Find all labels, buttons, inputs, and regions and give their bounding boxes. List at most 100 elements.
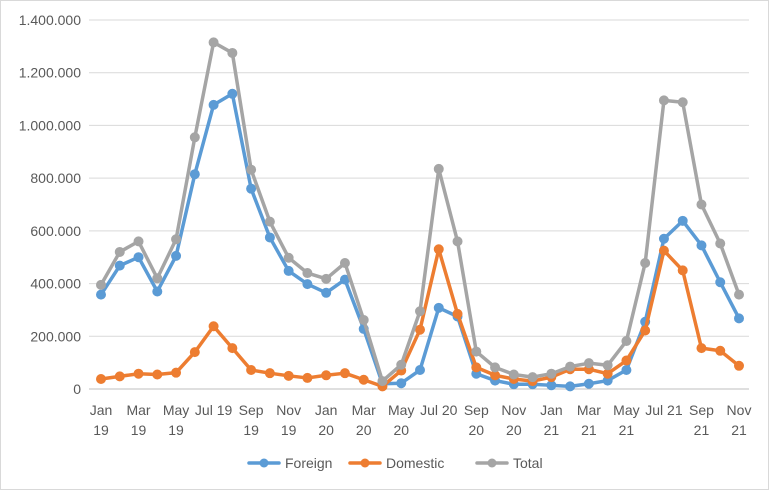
data-point-foreign [696, 240, 707, 251]
data-point-foreign [171, 250, 182, 261]
data-point-total [377, 376, 388, 387]
data-point-domestic [96, 373, 106, 384]
data-point-total [396, 359, 407, 370]
data-point-total [658, 95, 669, 106]
legend-item-foreign: Foreign [247, 455, 332, 471]
data-point-foreign [396, 378, 407, 389]
x-tick-label: Mar [577, 402, 601, 418]
data-point-total [640, 258, 651, 269]
x-tick-label-year: 20 [356, 422, 372, 438]
x-tick-label: Jul 21 [645, 402, 683, 418]
data-point-total [96, 279, 106, 290]
y-tick-label: 1.000.000 [19, 117, 81, 133]
x-tick-label-year: 21 [544, 422, 560, 438]
data-point-foreign [715, 277, 726, 288]
data-point-domestic [114, 371, 125, 382]
data-point-total [734, 289, 744, 300]
data-point-total [715, 238, 726, 249]
data-point-domestic [658, 245, 669, 256]
x-tick-label: May [388, 402, 414, 418]
data-point-total [152, 273, 163, 284]
data-point-domestic [696, 343, 707, 354]
data-point-domestic [677, 265, 688, 276]
data-point-domestic [640, 325, 651, 336]
data-point-total [208, 37, 219, 48]
data-point-total [358, 314, 369, 325]
data-point-foreign [546, 380, 557, 391]
data-point-domestic [189, 347, 200, 358]
data-point-total [490, 362, 501, 373]
legend-item-domestic: Domestic [348, 455, 444, 471]
x-tick-label-year: 19 [281, 422, 297, 438]
data-point-foreign [227, 88, 238, 99]
data-point-total [508, 369, 519, 380]
data-point-total [227, 47, 238, 58]
y-tick-label: 1.400.000 [19, 12, 81, 28]
x-tick-label: May [613, 402, 639, 418]
data-point-total [452, 236, 463, 247]
series-layer [96, 37, 744, 392]
y-tick-label: 200.000 [30, 328, 81, 344]
data-point-domestic [208, 321, 219, 332]
data-point-domestic [321, 370, 332, 381]
x-tick-label: Mar [352, 402, 376, 418]
data-point-total [171, 234, 182, 245]
data-point-domestic [339, 368, 350, 379]
x-tick-label-year: 20 [318, 422, 334, 438]
data-point-domestic [415, 324, 425, 335]
data-point-domestic [152, 369, 163, 380]
y-tick-label: 400.000 [30, 276, 81, 292]
x-tick-label-year: 19 [131, 422, 147, 438]
data-point-total [264, 216, 275, 227]
data-point-domestic [264, 368, 275, 379]
x-tick-label: Jan [315, 402, 338, 418]
data-point-foreign [658, 233, 669, 244]
legend-item-total: Total [475, 455, 543, 471]
series-domestic [96, 244, 744, 392]
y-tick-label: 1.200.000 [19, 65, 81, 81]
data-point-total [602, 360, 613, 371]
data-point-total [527, 372, 538, 383]
data-point-total [677, 97, 688, 108]
legend-label: Foreign [285, 455, 332, 471]
data-point-total [321, 273, 332, 284]
x-tick-label: Nov [276, 402, 301, 418]
x-tick-label-year: 20 [393, 422, 409, 438]
x-tick-label: May [163, 402, 189, 418]
x-tick-label-year: 21 [581, 422, 597, 438]
x-tick-label: Jul 19 [195, 402, 233, 418]
x-tick-label-year: 20 [469, 422, 485, 438]
x-tick-label: Nov [501, 402, 526, 418]
data-point-total [415, 306, 425, 317]
x-tick-label: Jan [90, 402, 113, 418]
legend-swatch-marker [360, 458, 370, 468]
data-point-total [696, 199, 707, 210]
data-point-total [621, 336, 632, 347]
data-point-foreign [734, 313, 744, 324]
data-point-domestic [715, 345, 726, 356]
data-point-total [246, 164, 257, 175]
series-total [96, 37, 744, 387]
data-point-domestic [133, 368, 144, 379]
data-point-domestic [471, 362, 482, 373]
legend-swatch-marker [487, 458, 497, 468]
x-tick-label-year: 19 [93, 422, 109, 438]
data-point-total [565, 361, 576, 372]
x-axis: Jan 19 Mar 19 May 19 Jul 19 Sep 19 Nov 19 Jan 20 Mar 2… [90, 402, 752, 438]
data-point-total [471, 346, 482, 357]
x-tick-label: Sep [239, 402, 264, 418]
data-point-total [189, 132, 200, 143]
x-tick-label: Sep [689, 402, 714, 418]
data-point-domestic [283, 370, 294, 381]
data-point-foreign [621, 365, 632, 376]
legend-swatch-marker [259, 458, 269, 468]
data-point-total [114, 246, 125, 257]
data-point-foreign [152, 286, 163, 297]
data-point-total [546, 368, 557, 379]
data-point-foreign [565, 381, 576, 392]
data-point-foreign [283, 265, 294, 276]
legend: Foreign Domestic Total [247, 455, 543, 471]
data-point-foreign [114, 260, 125, 271]
